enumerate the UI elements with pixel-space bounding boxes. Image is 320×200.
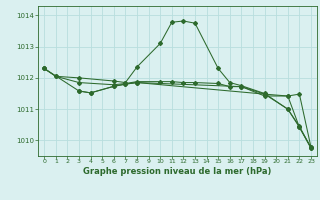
X-axis label: Graphe pression niveau de la mer (hPa): Graphe pression niveau de la mer (hPa)	[84, 167, 272, 176]
